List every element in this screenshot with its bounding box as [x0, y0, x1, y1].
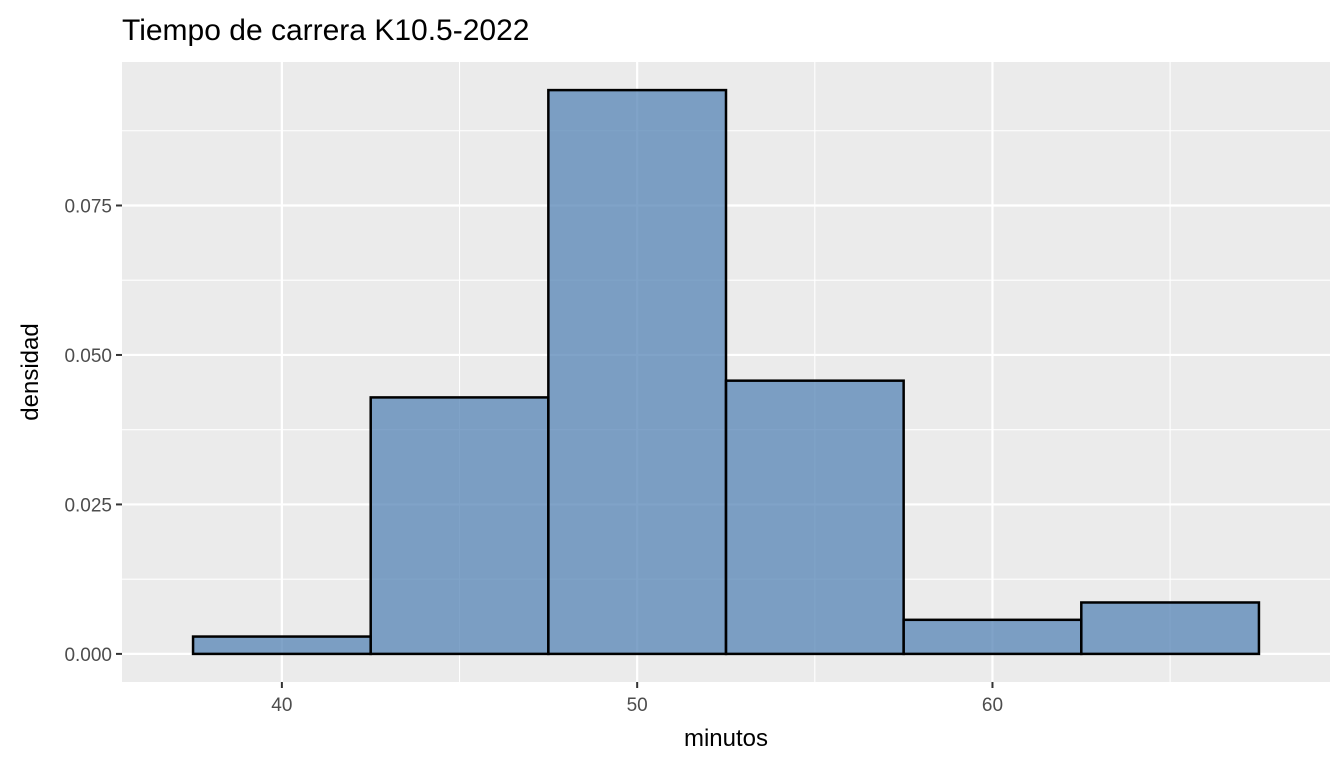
histogram-bar [724, 379, 905, 656]
y-tick-label: 0.000 [64, 645, 112, 666]
histogram-bar [191, 635, 372, 656]
x-tick-label: 50 [627, 695, 648, 716]
x-tick-label: 40 [271, 695, 292, 716]
y-axis-title: densidad [17, 323, 44, 420]
y-axis: 0.000 0.025 0.050 0.075 [64, 196, 122, 666]
histogram-bars [191, 88, 1261, 656]
histogram-bar [1080, 601, 1261, 656]
y-tick-label: 0.025 [64, 495, 112, 516]
histogram-bar [369, 396, 550, 656]
x-axis: 40 50 60 [271, 682, 1003, 716]
histogram-bar [902, 618, 1083, 656]
histogram-bar [547, 88, 728, 656]
y-tick-label: 0.075 [64, 196, 112, 217]
x-axis-title: minutos [684, 725, 768, 752]
x-tick-label: 60 [982, 695, 1003, 716]
chart-title: Tiempo de carrera K10.5-2022 [122, 14, 529, 47]
y-tick-label: 0.050 [64, 346, 112, 367]
